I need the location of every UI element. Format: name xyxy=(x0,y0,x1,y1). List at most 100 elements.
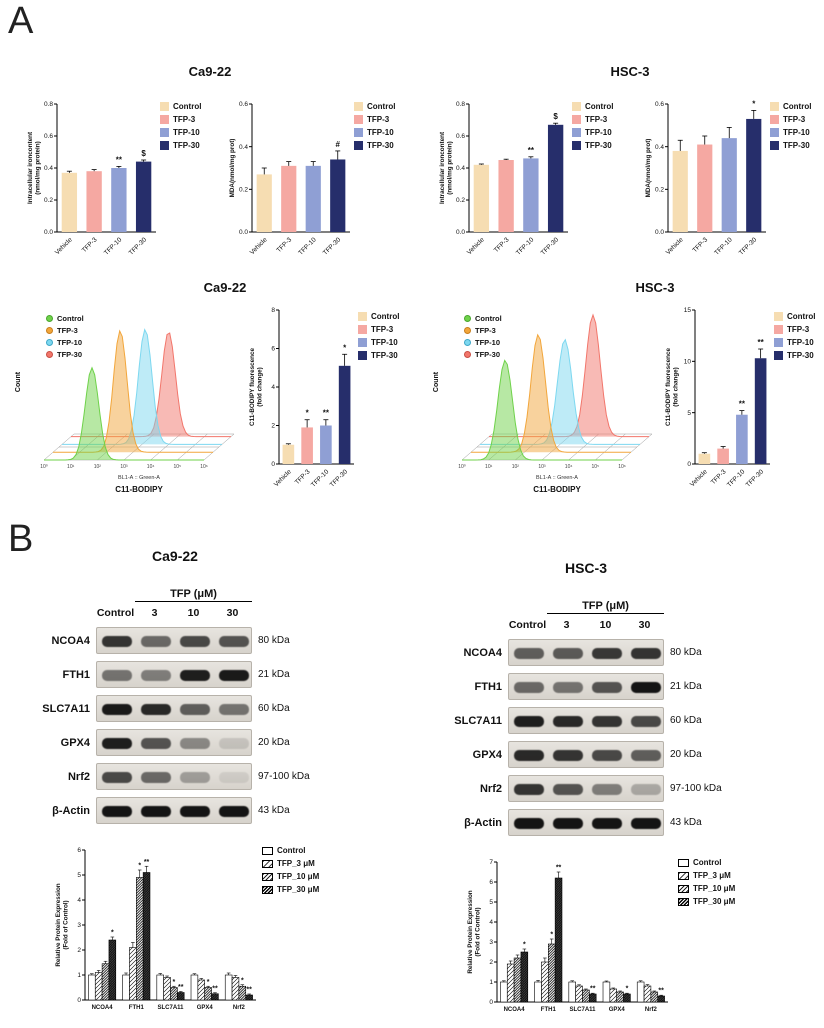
legend-item: TFP-30 xyxy=(354,141,395,150)
legend-item: Control xyxy=(464,314,502,323)
svg-text:0.6: 0.6 xyxy=(239,101,248,108)
svg-text:1: 1 xyxy=(489,979,493,986)
tfp-dose-header: TFP (μM) xyxy=(547,600,664,614)
western-blot-strip xyxy=(96,695,252,722)
legend-swatch-box xyxy=(678,871,689,880)
legend-item: Control xyxy=(774,312,815,321)
svg-text:TFP-3: TFP-3 xyxy=(275,236,293,254)
svg-text:10¹: 10¹ xyxy=(485,464,493,470)
western-blot-strip xyxy=(96,661,252,688)
svg-text:0.8: 0.8 xyxy=(456,101,465,108)
legend-swatch-box xyxy=(572,128,581,137)
blot-band xyxy=(513,682,544,693)
svg-text:0.4: 0.4 xyxy=(44,165,53,172)
svg-text:Vehicle: Vehicle xyxy=(249,236,269,256)
blot-row: β-Actin 43 kDa xyxy=(446,809,746,836)
legend-label: TFP-3 xyxy=(367,115,390,124)
legend-label: TFP-10 xyxy=(783,128,810,137)
kda-label: 97-100 kDa xyxy=(670,783,722,794)
legend-swatch-box xyxy=(160,141,169,150)
legend-item: TFP-3 xyxy=(774,325,815,334)
legend-hsc3-c11: Control TFP-3 TFP-10 TFP-30 xyxy=(774,312,815,360)
legend-label: Control xyxy=(585,102,614,111)
legend-item: Control xyxy=(46,314,84,323)
svg-text:*: * xyxy=(550,932,553,939)
kda-label: 60 kDa xyxy=(258,703,290,714)
western-blot-strip xyxy=(508,639,664,666)
legend-swatch-box xyxy=(262,846,273,855)
blot-band xyxy=(513,784,544,795)
blot-band xyxy=(101,806,132,817)
svg-text:**: ** xyxy=(658,988,664,995)
legend-item: TFP_10 μM xyxy=(262,872,319,881)
svg-text:C11-BODIPY: C11-BODIPY xyxy=(115,485,163,494)
svg-text:10²: 10² xyxy=(512,464,520,470)
svg-text:TFP-10: TFP-10 xyxy=(515,236,536,257)
legend-item: Control xyxy=(160,102,201,111)
svg-text:**: ** xyxy=(246,987,252,994)
blot-band xyxy=(552,750,583,761)
svg-text:5: 5 xyxy=(77,872,81,879)
legend-item: Control xyxy=(358,312,399,321)
a-row1-title-hsc3: HSC-3 xyxy=(610,64,650,79)
blot-band xyxy=(630,750,661,761)
flow-legend-ca922: Control TFP-3 TFP-10 TFP-30 xyxy=(46,314,84,359)
protein-label: FTH1 xyxy=(62,668,91,681)
svg-text:C11-BODIPY fluorescence: C11-BODIPY fluorescence xyxy=(665,348,672,426)
blot-band xyxy=(140,636,171,647)
legend-item: TFP_3 μM xyxy=(262,859,319,868)
legend-label: TFP_10 μM xyxy=(277,872,320,881)
legend-swatch-box xyxy=(262,872,273,881)
svg-text:0.4: 0.4 xyxy=(239,144,248,151)
svg-text:0.0: 0.0 xyxy=(655,229,664,236)
svg-text:**: ** xyxy=(178,984,184,991)
b-title-ca922: Ca9-22 xyxy=(152,548,198,564)
legend-item: TFP_30 μM xyxy=(262,885,319,894)
blot-band xyxy=(630,716,661,727)
lane-label-dose: 30 xyxy=(638,619,651,631)
legend-swatch-circle xyxy=(464,351,471,358)
svg-text:Vehicle: Vehicle xyxy=(665,236,685,256)
legend-item: TFP-3 xyxy=(464,326,502,335)
legend-swatch-box xyxy=(572,102,581,111)
svg-text:**: ** xyxy=(144,859,150,866)
legend-swatch-circle xyxy=(464,315,471,322)
flow-plot-ca922: Control TFP-3 TFP-10 TFP-30 10⁰ 10¹ 10² 10³ 10⁴… xyxy=(10,298,240,498)
legend-label: TFP-10 xyxy=(173,128,200,137)
svg-text:0: 0 xyxy=(687,461,691,468)
kda-label: 43 kDa xyxy=(670,817,702,828)
legend-item: TFP-10 xyxy=(354,128,395,137)
svg-text:#: # xyxy=(336,140,341,149)
blot-row: NCOA4 80 kDa xyxy=(446,639,746,666)
lane-label-control: Control xyxy=(508,619,547,631)
chart-ca922-c11-svg: 0 2 4 6 8 C11-BODIPY fluorescence (fold change… xyxy=(249,307,354,489)
legend-swatch-box xyxy=(770,115,779,124)
legend-label: TFP-10 xyxy=(371,338,398,347)
svg-text:TFP-30: TFP-30 xyxy=(322,236,343,257)
chart-hsc3-mda: 0.0 0.2 0.4 0.6 MDA(nmol/mg prot) Vehicle TFP-… xyxy=(644,92,768,274)
chart-ca922-expression-svg: 0 1 2 3 4 5 6 Relative Protein Expression (Fold … xyxy=(55,847,256,1011)
svg-text:TFP-10: TFP-10 xyxy=(310,468,331,489)
chart-hsc3-c11-svg: 0 5 10 15 C11-BODIPY fluorescence (fold chang… xyxy=(665,307,770,489)
svg-text:(fold change): (fold change) xyxy=(673,367,680,407)
legend-item: TFP-10 xyxy=(160,128,201,137)
blot-band xyxy=(101,670,132,681)
svg-text:GPX4: GPX4 xyxy=(609,1007,626,1013)
svg-text:*: * xyxy=(306,409,310,418)
blot-band xyxy=(591,716,622,727)
svg-text:Intracellular ironcontent: Intracellular ironcontent xyxy=(439,131,446,204)
blot-band xyxy=(630,682,661,693)
blot-band xyxy=(591,648,622,659)
legend-label: TFP-30 xyxy=(783,141,810,150)
svg-text:10²: 10² xyxy=(94,464,102,470)
svg-text:2: 2 xyxy=(489,959,493,966)
blot-band xyxy=(218,738,249,749)
legend-hsc3-mda: Control TFP-3 TFP-10 TFP-30 xyxy=(770,102,811,150)
svg-text:TFP-30: TFP-30 xyxy=(329,468,350,489)
legend-item: Control xyxy=(678,858,735,867)
legend-item: TFP_30 μM xyxy=(678,897,735,906)
svg-text:**: ** xyxy=(323,409,330,418)
legend-item: TFP-3 xyxy=(354,115,395,124)
a-row2-title-ca922: Ca9-22 xyxy=(203,280,247,295)
